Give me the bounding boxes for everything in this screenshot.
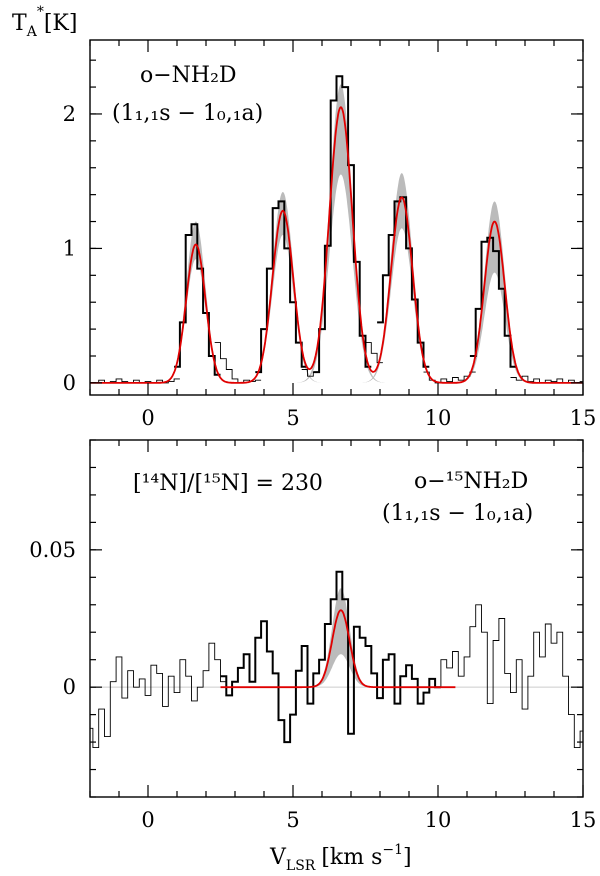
x-axis-label: VLSR [km s−1] — [269, 842, 412, 874]
y-label-unit: [K] — [44, 11, 78, 36]
bottom-model-range-band — [306, 588, 376, 688]
bot-spectrum-segment-1 — [90, 642, 227, 749]
top-plot-frame — [89, 39, 584, 396]
y-label-subscript: A — [26, 24, 38, 40]
bottom-tick-labels: 0 5 10 15 0 0.05 — [29, 538, 596, 832]
bot-ytick-label: 0.05 — [29, 538, 76, 562]
y-label-superscript: * — [37, 4, 44, 20]
top-band-peak-5 — [453, 201, 536, 383]
top-spectrum-segment-4 — [255, 200, 308, 374]
bottom-axis-ticks — [89, 439, 584, 798]
top-xtick-label: 10 — [425, 406, 452, 430]
top-axis-ticks — [89, 40, 584, 395]
top-model-range-band — [157, 84, 536, 383]
top-xtick-label: 15 — [570, 406, 597, 430]
bottom-plot-frame — [89, 439, 584, 798]
bot-xtick-label: 15 — [570, 808, 597, 832]
top-band-peak-4 — [358, 173, 445, 383]
bot-spectrum-segment-2 — [220, 570, 441, 744]
top-ytick-label: 0 — [63, 371, 76, 395]
x-label-unit-exponent: −1 — [382, 842, 403, 858]
top-spectrum-segment-10 — [469, 236, 517, 368]
bot-xtick-label: 5 — [286, 808, 299, 832]
top-band-peak-1 — [157, 221, 235, 383]
top-spectrum-segment-3 — [214, 342, 262, 384]
top-tick-labels: 0 5 10 15 0 1 2 — [63, 102, 597, 430]
x-label-unit: [km s — [321, 845, 382, 870]
bot-xtick-label: 10 — [425, 808, 452, 832]
top-ytick-label: 2 — [63, 102, 76, 126]
bottom-species-label: o−¹⁵NH₂D — [414, 469, 528, 494]
top-y-axis-label: TA*[K] — [12, 4, 77, 40]
top-xtick-label: 0 — [141, 406, 154, 430]
bot-band-peak-1 — [306, 588, 376, 688]
top-spectrum-segment-11 — [510, 375, 583, 384]
x-label-subscript: LSR — [286, 858, 316, 874]
top-xtick-label: 5 — [286, 406, 299, 430]
bottom-transition-label: (1₁,₁s − 1₀,₁a) — [382, 501, 533, 526]
bot-ytick-label: 0 — [63, 675, 76, 699]
bot-spectrum-segment-3 — [435, 604, 583, 749]
bottom-panel: 0 5 10 15 0 0.05 [¹⁴N]/[¹⁵N] = 230 o−¹⁵NH₂D (… — [29, 439, 596, 874]
x-label-unit-close: ] — [403, 845, 412, 870]
bottom-model-fit-line — [220, 609, 456, 689]
top-transition-label: (1₁,₁s − 1₀,₁a) — [112, 101, 263, 126]
top-ytick-label: 1 — [63, 236, 76, 260]
bot-xtick-label: 0 — [141, 808, 154, 832]
top-spectrum-segment-6 — [313, 75, 372, 374]
top-species-label: o−NH₂D — [140, 63, 237, 88]
top-band-peak-3 — [294, 84, 388, 383]
bottom-observed-spectrum — [90, 570, 583, 749]
bottom-ratio-label: [¹⁴N]/[¹⁵N] = 230 — [133, 471, 323, 496]
top-band-peak-2 — [241, 192, 325, 383]
top-model-fit-line — [90, 106, 583, 384]
